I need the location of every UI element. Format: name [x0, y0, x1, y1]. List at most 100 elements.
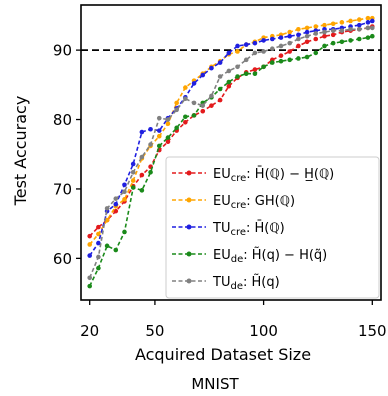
data-point [287, 33, 292, 39]
data-point [209, 103, 214, 108]
data-point [122, 182, 127, 188]
legend-item: TUde: H̃(q) [172, 275, 280, 292]
data-point [209, 93, 214, 99]
data-point [296, 56, 301, 61]
data-point [313, 36, 319, 42]
data-point [339, 28, 345, 33]
data-point [278, 43, 284, 49]
data-point [243, 42, 249, 47]
legend-label: EUde: H̃(q) − H(q̃) [213, 248, 327, 265]
data-point [165, 117, 171, 122]
legend-item: EUde: H̃(q) − H(q̃) [172, 248, 327, 265]
data-point [122, 229, 127, 235]
data-point [365, 15, 371, 21]
data-point [113, 201, 119, 207]
data-point [235, 64, 240, 70]
data-point [104, 243, 110, 249]
data-point [322, 29, 327, 35]
data-point [226, 50, 232, 56]
data-point [200, 108, 206, 114]
data-point [165, 139, 171, 145]
legend-swatch-marker [186, 170, 192, 176]
data-point [183, 120, 188, 125]
x-tick-label: 150 [358, 322, 387, 340]
data-point [313, 24, 319, 29]
data-point [278, 58, 284, 64]
data-point [296, 36, 301, 42]
data-point [174, 100, 179, 106]
legend-swatch-marker [186, 197, 192, 203]
data-point [130, 161, 136, 167]
data-point [270, 60, 275, 65]
data-point [226, 83, 232, 89]
legend-label: EUcre: GH(ℚ) [213, 194, 295, 211]
data-point [287, 49, 292, 54]
legend-box [165, 156, 380, 299]
data-point [322, 22, 327, 28]
legend-label: EUcre: H̄(ℚ) − H̲(ℚ) [213, 167, 334, 184]
y-tick-label: 70 [53, 180, 72, 198]
data-point [322, 43, 327, 49]
data-point [104, 206, 110, 211]
series-layer [87, 15, 375, 289]
legend: EUcre: H̄(ℚ) − H̲(ℚ) EUcre: GH(ℚ) TUcre: H… [165, 156, 380, 299]
data-point [330, 21, 336, 27]
data-point [370, 18, 375, 24]
data-point [322, 33, 327, 39]
data-point [139, 154, 145, 160]
data-point [113, 196, 119, 201]
data-point [370, 25, 375, 31]
data-point [130, 169, 136, 175]
data-point [122, 189, 127, 195]
data-point [330, 40, 336, 46]
legend-label: TUcre: H̄(ℚ) [212, 221, 285, 238]
legend-swatch-marker [186, 224, 192, 230]
x-tick-label: 50 [145, 322, 164, 340]
data-point [365, 35, 371, 40]
data-point [148, 169, 153, 175]
data-point [156, 143, 162, 149]
data-point [313, 31, 319, 36]
data-point [348, 26, 353, 32]
legend-swatch-marker [186, 278, 192, 284]
legend-item: EUcre: H̄(ℚ) − H̲(ℚ) [172, 167, 334, 184]
data-point [209, 65, 214, 71]
chart-caption: MNIST [191, 375, 239, 393]
data-point [139, 188, 145, 193]
data-point [200, 72, 206, 78]
series-line-2 [89, 20, 373, 257]
data-point [183, 114, 188, 120]
data-point [226, 79, 232, 85]
data-point [217, 60, 223, 65]
data-point [139, 172, 145, 178]
series-line-0 [89, 25, 373, 237]
data-point [156, 128, 162, 133]
data-point [217, 74, 223, 79]
data-point [96, 265, 101, 271]
y-tick-label: 60 [53, 250, 72, 268]
data-point [87, 242, 92, 247]
data-point [156, 133, 162, 139]
y-axis-label: Test Accuracy [11, 96, 30, 207]
data-point [296, 43, 301, 49]
data-point [96, 231, 101, 237]
data-point [356, 36, 362, 42]
data-point [252, 40, 258, 46]
data-point [330, 32, 336, 38]
data-point [287, 40, 292, 46]
data-point [252, 71, 258, 77]
y-tick-label: 90 [53, 42, 72, 60]
data-point [87, 275, 92, 281]
data-point [296, 26, 301, 32]
data-point [87, 233, 92, 239]
data-point [304, 29, 310, 35]
data-point [174, 107, 179, 113]
data-point [148, 126, 153, 132]
data-point [304, 39, 310, 45]
data-point [235, 74, 240, 79]
data-point [191, 100, 197, 106]
data-point [356, 17, 362, 22]
data-point [330, 28, 336, 33]
data-point [165, 121, 171, 126]
